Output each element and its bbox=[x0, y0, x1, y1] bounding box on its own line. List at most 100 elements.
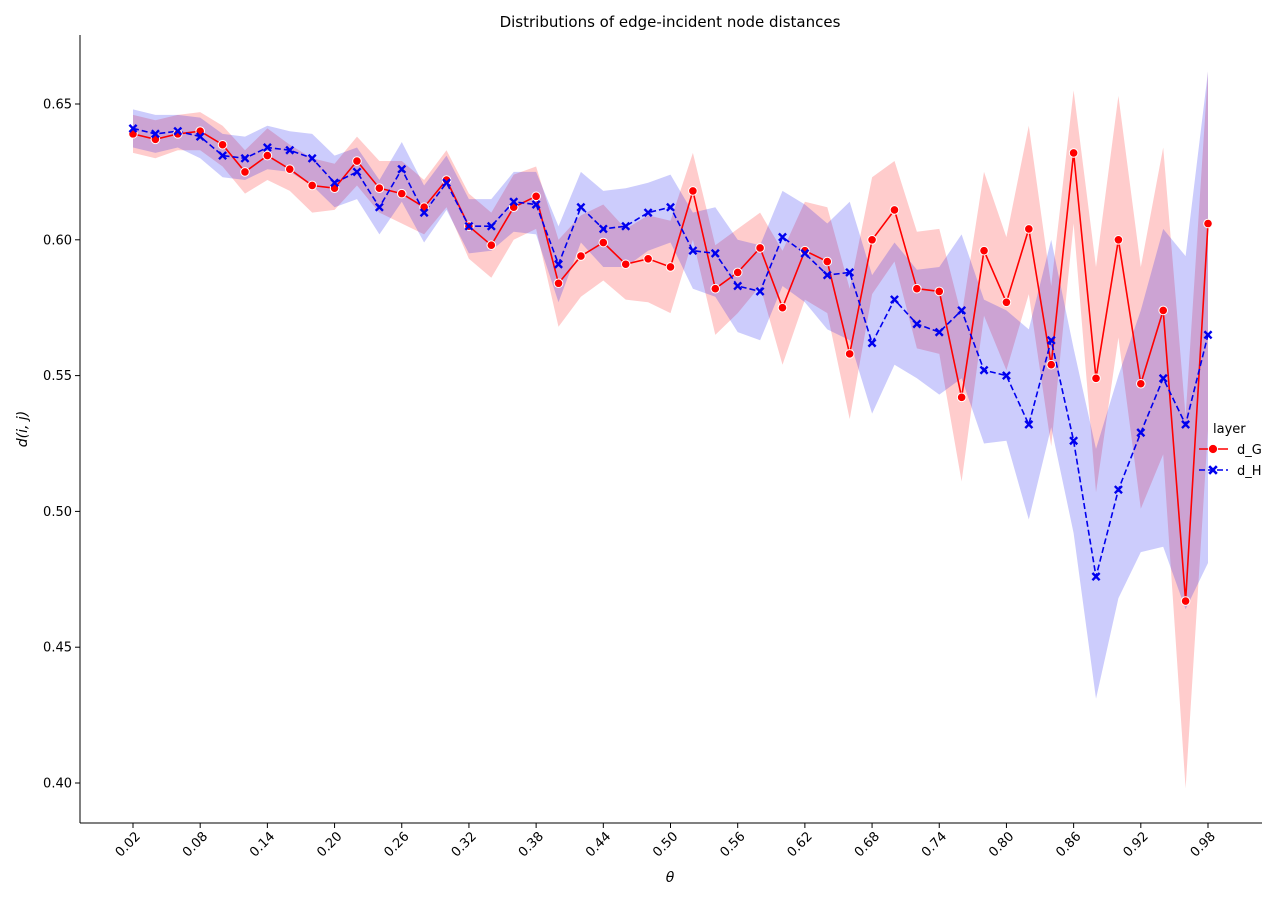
point-d_G bbox=[1136, 378, 1146, 389]
point-d_G bbox=[620, 259, 631, 270]
x-tick-label: 0.32 bbox=[449, 829, 480, 860]
point-d_G bbox=[688, 186, 698, 196]
point-d_G bbox=[1001, 297, 1012, 308]
point-d_H bbox=[240, 153, 250, 163]
point-d_H bbox=[352, 167, 362, 177]
x-tick-label: 0.80 bbox=[986, 829, 1017, 860]
point-d_G bbox=[979, 245, 989, 256]
point-d_G bbox=[576, 251, 586, 261]
point-d_G bbox=[844, 349, 855, 359]
series-markers bbox=[128, 123, 1213, 606]
point-d_G bbox=[217, 139, 228, 150]
point-d_G bbox=[934, 286, 945, 297]
point-d_H bbox=[262, 143, 272, 152]
point-d_H bbox=[1069, 436, 1079, 446]
point-d_G bbox=[531, 191, 541, 202]
point-d_H bbox=[1046, 335, 1056, 345]
point-d_G bbox=[1091, 373, 1101, 384]
point-d_G bbox=[486, 240, 497, 251]
point-d_H bbox=[755, 286, 765, 296]
point-d_H bbox=[621, 221, 631, 231]
point-d_G bbox=[912, 283, 922, 294]
x-tick-label: 0.02 bbox=[113, 829, 144, 860]
x-tick-label: 0.56 bbox=[717, 829, 748, 860]
point-d_G bbox=[1068, 148, 1079, 158]
band-d_H bbox=[133, 71, 1208, 699]
legend-title: layer bbox=[1213, 422, 1246, 437]
legend-marker-d_H bbox=[1208, 465, 1218, 475]
x-tick-label: 0.86 bbox=[1053, 829, 1084, 860]
x-axis-label: θ bbox=[666, 870, 675, 886]
point-d_G bbox=[1180, 596, 1191, 606]
y-tick-label: 0.45 bbox=[43, 641, 72, 656]
point-d_H bbox=[285, 145, 295, 155]
point-d_G bbox=[284, 164, 295, 174]
point-d_H bbox=[822, 270, 832, 280]
x-tick-label: 0.08 bbox=[180, 829, 211, 860]
point-d_G bbox=[755, 243, 765, 253]
point-d_G bbox=[732, 267, 743, 278]
point-d_H bbox=[374, 202, 384, 212]
point-d_G bbox=[956, 392, 967, 403]
point-d_G bbox=[867, 235, 877, 245]
point-d_H bbox=[509, 197, 519, 207]
point-d_G bbox=[396, 188, 407, 199]
y-tick-label: 0.40 bbox=[43, 777, 72, 792]
point-d_H bbox=[419, 208, 429, 218]
point-d_H bbox=[1024, 420, 1034, 429]
point-d_H bbox=[1181, 420, 1191, 429]
point-d_G bbox=[777, 302, 788, 313]
legend: layer d_G d_H bbox=[1199, 422, 1262, 479]
point-d_G bbox=[553, 278, 564, 289]
point-d_G bbox=[822, 256, 833, 267]
point-d_H bbox=[1136, 428, 1146, 438]
point-d_G bbox=[643, 254, 653, 264]
point-d_H bbox=[173, 126, 183, 136]
y-axis-label: d(i, j) bbox=[15, 411, 31, 448]
x-tick-label: 0.98 bbox=[1188, 829, 1219, 860]
point-d_G bbox=[307, 180, 317, 191]
x-tick-label: 0.44 bbox=[583, 829, 614, 860]
x-ticks: 0.02 0.08 0.14 0.20 0.26 0.32 0.38 0.44 0.50 0.56… bbox=[113, 823, 1219, 860]
point-d_H bbox=[576, 202, 586, 212]
band-d_G bbox=[133, 71, 1208, 789]
point-d_H bbox=[218, 151, 228, 161]
point-d_H bbox=[442, 178, 451, 188]
point-d_G bbox=[665, 262, 676, 272]
point-d_H bbox=[778, 232, 787, 242]
point-d_H bbox=[890, 295, 899, 305]
point-d_H bbox=[979, 365, 989, 375]
x-tick-label: 0.20 bbox=[314, 829, 345, 860]
point-d_G bbox=[1024, 224, 1034, 234]
point-d_G bbox=[1158, 305, 1169, 316]
point-d_G bbox=[374, 183, 385, 193]
point-d_H bbox=[867, 338, 877, 348]
y-ticks: 0.40 0.45 0.50 0.55 0.60 0.65 bbox=[43, 98, 80, 792]
point-d_H bbox=[330, 178, 340, 188]
point-d_G bbox=[1203, 218, 1213, 229]
point-d_G bbox=[889, 205, 900, 215]
x-tick-label: 0.92 bbox=[1121, 829, 1152, 860]
point-d_H bbox=[1001, 371, 1011, 381]
point-d_H bbox=[733, 281, 743, 291]
point-d_H bbox=[934, 327, 944, 337]
point-d_H bbox=[957, 305, 967, 315]
point-d_H bbox=[397, 164, 407, 174]
chart-title: Distributions of edge-incident node dist… bbox=[500, 13, 841, 31]
point-d_H bbox=[554, 259, 563, 269]
point-d_G bbox=[1046, 359, 1057, 370]
point-d_G bbox=[710, 283, 721, 294]
x-tick-label: 0.26 bbox=[381, 829, 412, 860]
legend-marker-d_G bbox=[1207, 443, 1219, 455]
point-d_G bbox=[1113, 235, 1124, 245]
legend-label-d_H: d_H bbox=[1237, 464, 1262, 479]
point-d_H bbox=[800, 248, 810, 258]
y-tick-label: 0.60 bbox=[43, 233, 72, 248]
point-d_H bbox=[1203, 330, 1213, 340]
x-tick-label: 0.74 bbox=[919, 829, 950, 860]
point-d_H bbox=[688, 246, 698, 256]
point-d_H bbox=[531, 200, 541, 209]
point-d_H bbox=[666, 202, 675, 212]
point-d_H bbox=[195, 132, 205, 142]
